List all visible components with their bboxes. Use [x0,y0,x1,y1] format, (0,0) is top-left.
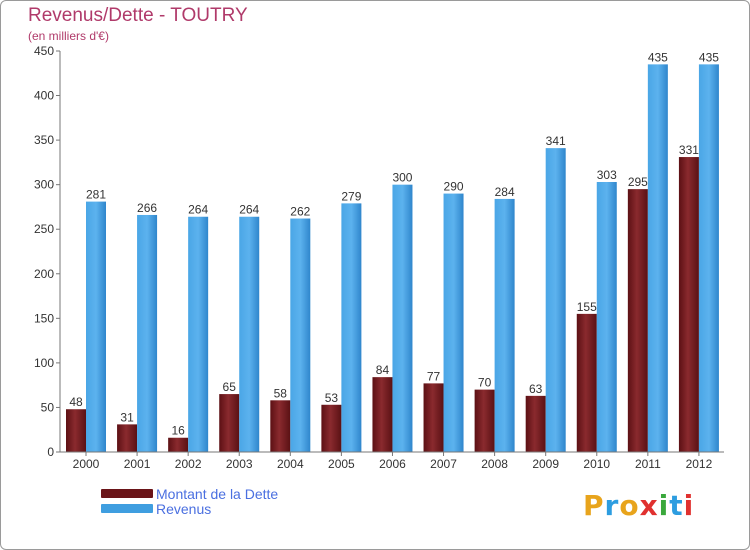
y-tick-label: 250 [34,222,54,236]
bar-label-revenue-2012: 435 [699,50,719,64]
bar-label-debt-2008: 70 [478,376,492,390]
bar-label-debt-2004: 58 [274,386,288,400]
proxiti-logo: Proxiti [583,489,695,522]
bar-label-revenue-2000: 281 [86,188,106,202]
y-tick-label: 450 [34,44,54,58]
y-tick-label: 300 [34,178,54,192]
bar-revenue-2003 [239,216,260,452]
bar-revenue-2002 [188,216,209,452]
x-tick-label-2008: 2008 [481,457,508,471]
x-tick-label-2012: 2012 [686,457,713,471]
bar-debt-2003 [219,394,240,452]
x-tick-label-2011: 2011 [635,457,661,471]
bar-revenue-2009 [545,148,566,452]
bar-label-revenue-2003: 264 [239,203,259,217]
bar-revenue-2011 [647,64,668,452]
bar-debt-2001 [117,424,138,452]
bar-revenue-2001 [137,214,158,452]
bar-revenue-2007 [443,193,464,453]
bar-label-debt-2006: 84 [376,363,390,377]
bar-label-debt-2000: 48 [69,395,83,409]
x-tick-label-2009: 2009 [532,457,559,471]
legend-revenue-swatch [101,504,153,513]
bar-label-revenue-2006: 300 [392,171,412,185]
x-tick-label-2002: 2002 [175,457,202,471]
bar-debt-2004 [270,400,291,452]
bar-label-revenue-2004: 262 [290,205,310,219]
bar-label-revenue-2001: 266 [137,201,157,215]
bar-revenue-2005 [341,203,362,452]
bar-label-revenue-2005: 279 [341,189,361,203]
y-tick-label: 150 [34,311,54,325]
y-tick-label: 200 [34,267,54,281]
bar-debt-2010 [576,313,597,452]
bar-revenue-2006 [392,184,413,452]
bar-debt-2012 [678,157,699,452]
bar-debt-2000 [66,409,86,452]
x-tick-label-2001: 2001 [124,457,151,471]
x-tick-label-2004: 2004 [277,457,304,471]
y-tick-label: 100 [34,356,54,370]
bar-label-revenue-2007: 290 [444,180,464,194]
bar-label-debt-2009: 63 [529,382,543,396]
bar-debt-2009 [525,395,546,452]
bar-label-debt-2001: 31 [120,410,134,424]
y-tick-label: 400 [34,89,54,103]
y-tick-label: 0 [47,445,54,459]
x-tick-label-2003: 2003 [226,457,253,471]
bar-debt-2008 [474,389,495,452]
bar-label-debt-2005: 53 [325,391,339,405]
bar-label-revenue-2009: 341 [546,134,566,148]
bar-label-debt-2003: 65 [223,380,237,394]
bar-debt-2011 [627,189,648,452]
bar-label-revenue-2002: 264 [188,203,208,217]
bar-label-debt-2012: 331 [679,143,699,157]
bar-label-revenue-2010: 303 [597,168,617,182]
x-tick-label-2010: 2010 [583,457,610,471]
legend-debt-swatch [101,489,153,498]
bar-revenue-2010 [596,181,617,452]
bar-debt-2002 [168,437,189,452]
bar-label-debt-2010: 155 [577,300,597,314]
bar-debt-2005 [321,404,342,452]
y-tick-label: 350 [34,133,54,147]
legend-revenue-label: Revenus [156,501,212,517]
bar-revenue-2000 [86,201,106,452]
x-tick-label-2005: 2005 [328,457,355,471]
x-tick-label-2000: 2000 [73,457,100,471]
chart-title: Revenus/Dette - TOUTRY [28,5,248,26]
x-tick-label-2007: 2007 [430,457,457,471]
chart-subtitle: (en milliers d'€) [28,29,109,43]
bar-revenue-2012 [698,64,719,452]
bar-debt-2007 [423,383,444,452]
y-tick-label: 50 [41,400,55,414]
bar-label-revenue-2008: 284 [495,185,515,199]
legend-debt-label: Montant de la Dette [156,486,279,502]
bar-revenue-2004 [290,218,311,452]
bar-label-revenue-2011: 435 [648,50,668,64]
bar-label-debt-2002: 16 [171,424,185,438]
bar-label-debt-2007: 77 [427,369,441,383]
bar-label-debt-2011: 295 [628,175,648,189]
bar-revenue-2008 [494,198,515,452]
x-tick-label-2006: 2006 [379,457,406,471]
bar-debt-2006 [372,377,393,452]
